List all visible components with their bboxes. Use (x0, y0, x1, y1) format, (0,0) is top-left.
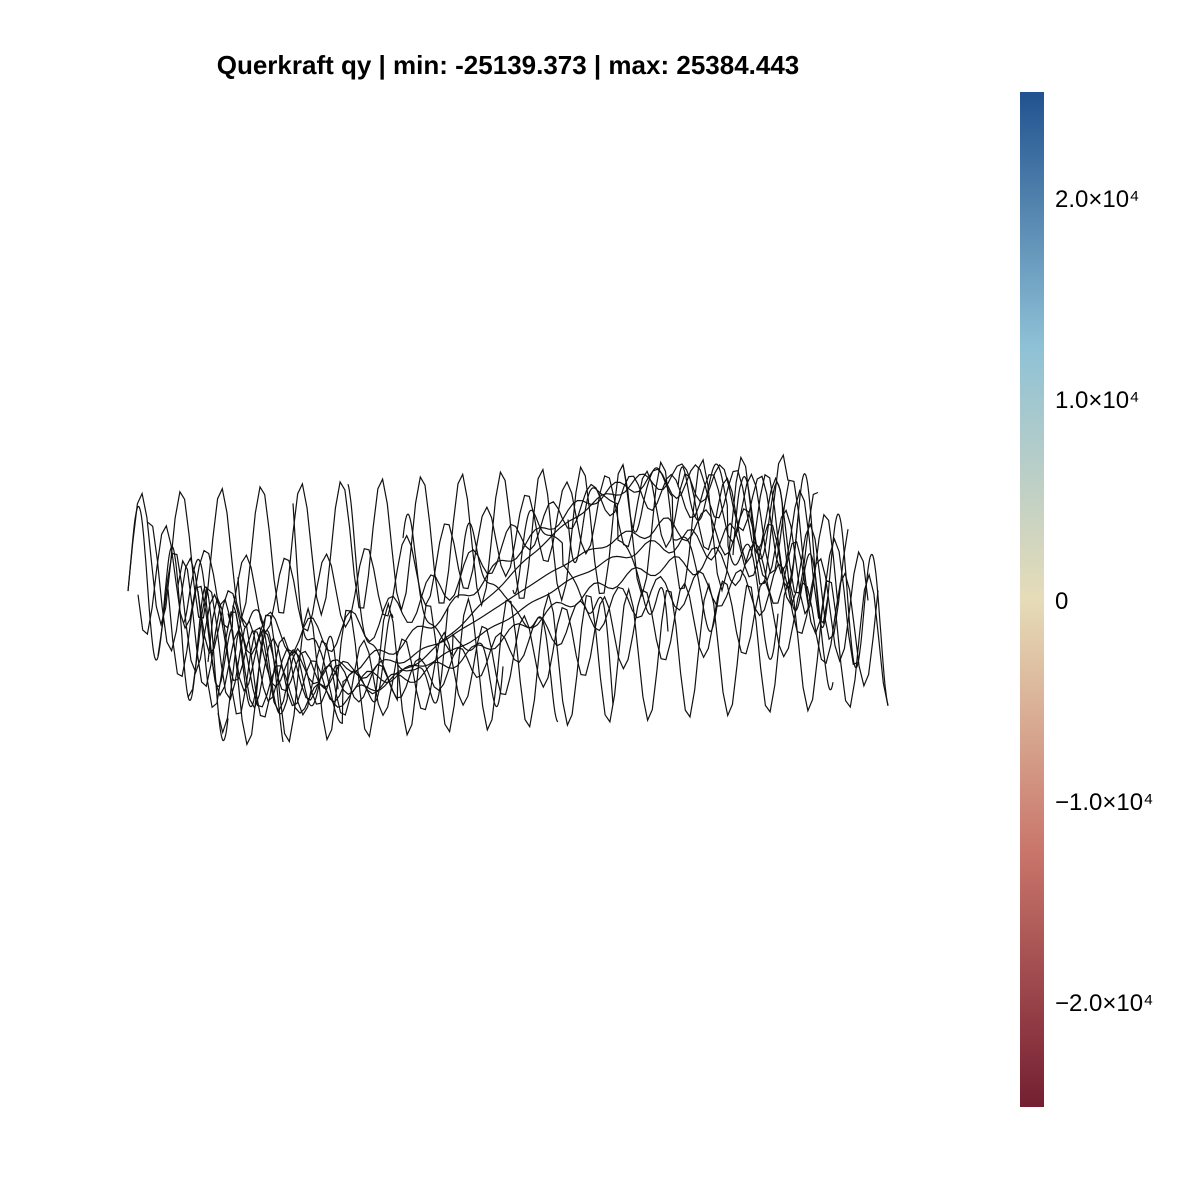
colorbar-tick-label: −1.0×10⁴ (1055, 788, 1154, 816)
surface-line-u (167, 463, 829, 714)
surface-line-v (567, 487, 669, 632)
surface-line-v (127, 505, 229, 742)
surface-line-v (677, 463, 779, 660)
surface-line-v (182, 558, 284, 743)
colorbar-tick-label: 2.0×10⁴ (1055, 186, 1140, 214)
colorbar-tick-label: 1.0×10⁴ (1055, 387, 1140, 415)
surface-line-v (402, 513, 504, 708)
surface-line-v (347, 484, 449, 704)
colorbar-tick-label: −2.0×10⁴ (1055, 989, 1154, 1017)
surface-line-v (622, 464, 724, 633)
surface-line-u (227, 572, 889, 747)
chart-title: Querkraft qy | min: -25139.373 | max: 25… (216, 50, 800, 80)
surface-line-v (457, 522, 559, 723)
wireframe-surface (127, 453, 889, 747)
surface-line-v (237, 577, 339, 715)
colorbar-tick-label: 0 (1055, 587, 1069, 615)
surface-line-u (137, 469, 799, 636)
surface-line-u (217, 571, 879, 735)
surface-line-u (127, 453, 789, 627)
surface-line-v (292, 503, 394, 724)
surface-line-v (512, 509, 614, 705)
colorbar (1020, 92, 1044, 1107)
surface-line-v (787, 473, 889, 706)
